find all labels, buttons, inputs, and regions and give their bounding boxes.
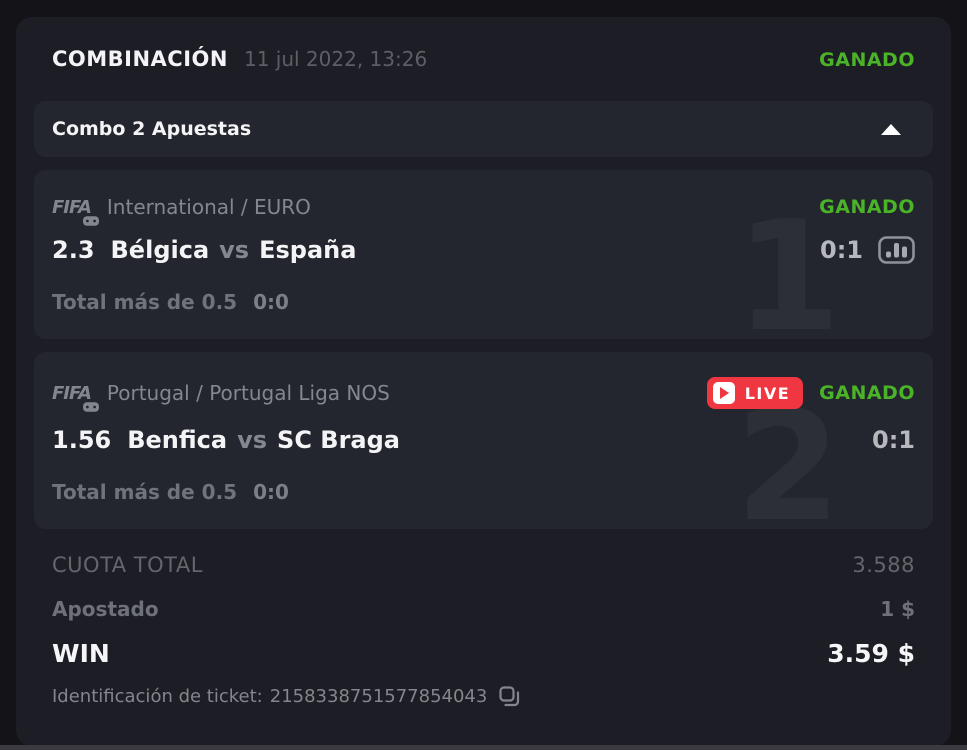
bet-2-match-row: 1.56 Benfica vs SC Braga 0:1 — [52, 426, 915, 454]
bet-2-market-row: Total más de 0.5 0:0 — [52, 480, 915, 504]
bet-1-score: 0:1 — [820, 236, 863, 264]
bet-2-market: Total más de 0.5 — [52, 480, 238, 504]
bet-1-home-team: Bélgica — [110, 236, 210, 264]
bet-index-watermark: 1 — [735, 201, 841, 340]
stake-row: Apostado 1 $ — [16, 597, 951, 621]
bet-1-league-row: FIFA International / EURO GANADO — [52, 195, 915, 226]
gamepad-icon — [82, 401, 99, 412]
combo-label: Combo 2 Apuestas — [52, 118, 252, 140]
stake-label: Apostado — [52, 597, 159, 621]
bet-1-league: International / EURO — [106, 195, 311, 219]
win-row: WIN 3.59 $ — [16, 639, 951, 668]
combo-collapse-bar[interactable]: Combo 2 Apuestas — [34, 101, 933, 157]
bet-1-market-score: 0:0 — [253, 290, 289, 314]
ticket-type-title: COMBINACIÓN — [52, 47, 228, 71]
bar-chart-icon — [878, 236, 915, 264]
fifa-esports-icon: FIFA — [52, 383, 99, 412]
live-label: LIVE — [744, 383, 791, 403]
ticket-id-label: Identificación de ticket: — [52, 686, 263, 707]
bet-1-status-badge: GANADO — [819, 196, 915, 218]
total-odds-value: 3.588 — [852, 553, 915, 577]
bet-1-match-row: 2.3 Bélgica vs España 0:1 — [52, 236, 915, 264]
ticket-id-value: 2158338751577854043 — [269, 686, 488, 707]
bet-2-league: Portugal / Portugal Liga NOS — [106, 381, 390, 405]
bet-card-2: 2 FIFA Portugal / Portugal Liga NOS LIVE — [34, 352, 933, 529]
bet-1-market-row: Total más de 0.5 0:0 — [52, 290, 915, 314]
total-odds-label: CUOTA TOTAL — [52, 553, 203, 577]
total-odds-row: CUOTA TOTAL 3.588 — [16, 553, 951, 577]
ticket-datetime: 11 jul 2022, 13:26 — [243, 47, 428, 71]
ticket-header: COMBINACIÓN 11 jul 2022, 13:26 GANADO — [16, 47, 951, 71]
bet-card-1: 1 FIFA International / EURO GANADO 2.3 B… — [34, 170, 933, 339]
bet-2-odds: 1.56 — [52, 426, 112, 454]
win-label: WIN — [52, 639, 110, 668]
live-play-icon — [712, 382, 735, 404]
gamepad-icon — [82, 215, 99, 226]
bet-2-home-team: Benfica — [127, 426, 228, 454]
bet-1-market: Total más de 0.5 — [52, 290, 238, 314]
bet-1-odds: 2.3 — [52, 236, 95, 264]
bet-index-watermark: 2 — [735, 391, 841, 530]
bet-1-stats-button[interactable] — [878, 236, 915, 264]
stake-value: 1 $ — [880, 597, 915, 621]
live-badge: LIVE — [706, 377, 804, 409]
next-element-edge — [0, 745, 967, 750]
ticket-id-row: Identificación de ticket: 21583387515778… — [16, 686, 951, 707]
bet-2-vs-label: vs — [237, 426, 268, 454]
copy-icon — [499, 686, 520, 707]
bet-2-away-team: SC Braga — [277, 426, 400, 454]
bet-ticket-panel: COMBINACIÓN 11 jul 2022, 13:26 GANADO Co… — [16, 17, 951, 746]
fifa-esports-icon: FIFA — [52, 197, 99, 226]
bet-2-score: 0:1 — [872, 426, 915, 454]
win-value: 3.59 $ — [827, 639, 915, 668]
collapse-triangle-icon — [881, 123, 901, 135]
bet-2-league-row: FIFA Portugal / Portugal Liga NOS LIVE G… — [52, 377, 915, 412]
bet-1-away-team: España — [259, 236, 357, 264]
bet-2-market-score: 0:0 — [253, 480, 289, 504]
ticket-status-badge: GANADO — [819, 49, 915, 71]
bet-1-vs-label: vs — [219, 236, 250, 264]
bet-2-status-badge: GANADO — [819, 382, 915, 404]
copy-ticket-id-button[interactable] — [499, 686, 520, 707]
